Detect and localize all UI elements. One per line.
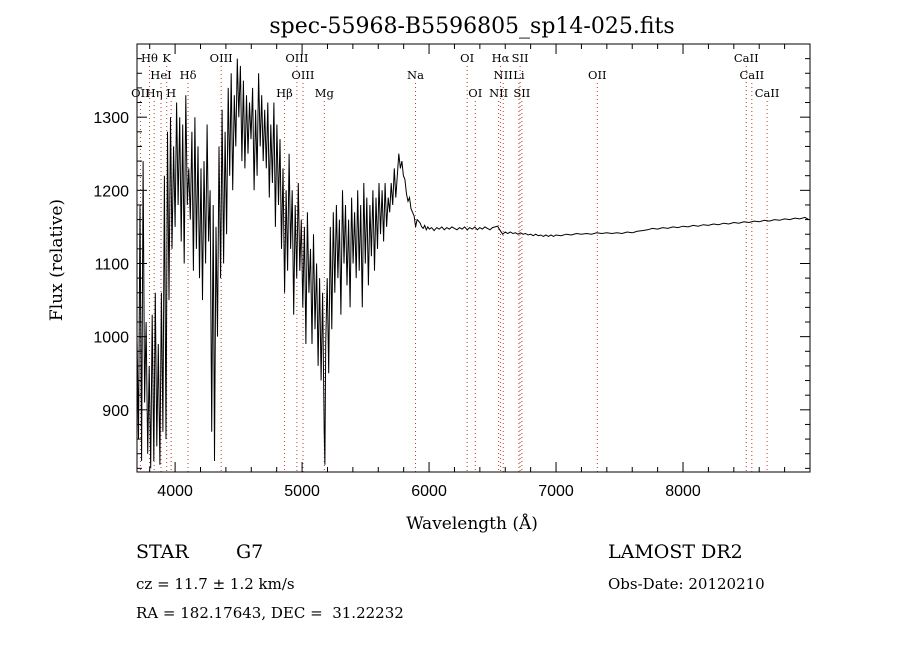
line-marker-label: CaII <box>734 51 759 65</box>
line-marker-label: NII <box>489 86 508 100</box>
line-markers <box>139 66 768 472</box>
redshift: cz = 11.7 ± 1.2 km/s <box>136 575 295 593</box>
x-tick-label: 6000 <box>411 483 447 500</box>
survey-name: LAMOST DR2 <box>608 541 743 563</box>
spectrum-line <box>136 58 809 469</box>
line-marker-label: SII <box>512 51 529 65</box>
x-axis: 4000 5000 6000 7000 8000 <box>149 44 786 500</box>
line-marker-label: Hη <box>146 86 163 100</box>
line-marker-label: Hθ <box>141 51 158 65</box>
line-marker-label: Hα <box>492 51 510 65</box>
y-tick-label: 900 <box>102 403 129 420</box>
chart-title: spec-55968-B5596805_sp14-025.fits <box>269 14 674 39</box>
line-marker-label: K <box>162 51 171 65</box>
line-marker-label: HeI <box>150 68 171 82</box>
x-axis-label: Wavelength (Å) <box>406 513 538 534</box>
y-tick-label: 1100 <box>95 256 130 273</box>
line-marker-label: OIII <box>285 51 308 65</box>
obs-date: Obs-Date: 20120210 <box>608 575 765 593</box>
line-marker-label: CaII <box>739 68 764 82</box>
line-marker-label: NII <box>494 68 513 82</box>
y-tick-label: 1300 <box>93 110 129 127</box>
line-marker-label: OI <box>468 86 482 100</box>
line-marker-label: Li <box>513 68 525 82</box>
line-marker-label: Hβ <box>276 86 293 100</box>
line-marker-label: OII <box>588 68 607 82</box>
x-tick-label: 7000 <box>538 483 574 500</box>
x-tick-label: 5000 <box>284 483 320 500</box>
line-marker-label: OIII <box>210 51 233 65</box>
y-tick-label: 1200 <box>93 183 129 200</box>
line-marker-label: H <box>166 86 176 100</box>
line-marker-label: OIII <box>291 68 314 82</box>
object-class: STAR <box>136 541 189 563</box>
line-marker-label: Na <box>407 68 424 82</box>
line-marker-label: Mg <box>315 86 335 100</box>
subclass: G7 <box>236 541 264 563</box>
y-axis: 900 1000 1100 1200 1300 <box>93 58 810 469</box>
plot-frame <box>136 43 811 473</box>
line-marker-label: SII <box>513 86 530 100</box>
x-tick-label: 8000 <box>665 483 701 500</box>
line-marker-label: CaII <box>755 86 780 100</box>
line-marker-label: OI <box>460 51 474 65</box>
line-marker-label: OII <box>131 86 150 100</box>
coordinates: RA = 182.17643, DEC = 31.22232 <box>136 604 404 622</box>
line-marker-label: Hδ <box>180 68 197 82</box>
x-tick-label: 4000 <box>157 483 193 500</box>
y-tick-label: 1000 <box>93 330 129 347</box>
y-axis-label: Flux (relative) <box>47 199 67 321</box>
